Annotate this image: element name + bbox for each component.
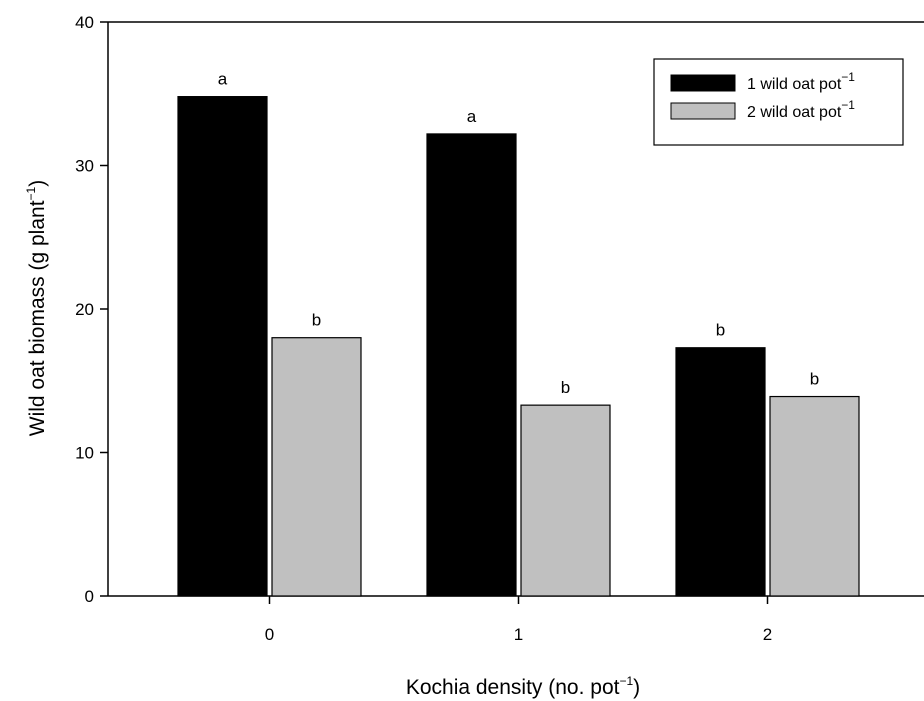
- legend-label-1-superscript: −1: [841, 70, 855, 84]
- x-tick-label: 0: [265, 625, 274, 644]
- legend-label-1-text: 1 wild oat pot: [747, 76, 842, 93]
- significance-label: b: [810, 370, 819, 389]
- x-axis-title-superscript: −1: [619, 674, 633, 688]
- legend-label-2-wild-oat: 2 wild oat pot−1: [747, 98, 855, 121]
- y-tick-label: 0: [85, 587, 94, 606]
- bar-series-2-cat-2: [769, 395, 860, 597]
- bar-series-2-cat-0: [271, 337, 362, 597]
- y-axis-title-end: ): [26, 180, 49, 187]
- x-axis-title-end: ): [633, 676, 640, 699]
- significance-label: b: [561, 378, 570, 397]
- legend: 1 wild oat pot−1 2 wild oat pot−1: [653, 58, 904, 146]
- legend-swatch-2-wild-oat: [670, 102, 736, 120]
- significance-label: b: [716, 321, 725, 340]
- significance-labels: a b a b b b: [218, 70, 819, 398]
- x-axis-title: Kochia density (no. pot−1): [406, 674, 640, 699]
- legend-box: [653, 58, 904, 146]
- y-tick-label: 40: [75, 13, 94, 32]
- legend-label-2-superscript: −1: [841, 98, 855, 112]
- y-axis-title-superscript: −1: [24, 186, 38, 200]
- bars: [177, 96, 860, 597]
- bar-series-1-cat-0: [177, 96, 268, 597]
- significance-label: a: [218, 70, 228, 89]
- y-tick-label: 30: [75, 157, 94, 176]
- bar-series-2-cat-1: [520, 404, 611, 597]
- legend-swatch-1-wild-oat: [670, 74, 736, 92]
- y-tick-label: 20: [75, 300, 94, 319]
- x-ticks: 0 1 2: [265, 596, 772, 644]
- bar-series-1-cat-1: [426, 133, 517, 597]
- x-axis-title-text: Kochia density (no. pot: [406, 676, 620, 699]
- significance-label: b: [312, 311, 321, 330]
- x-tick-label: 1: [514, 625, 523, 644]
- legend-label-1-wild-oat: 1 wild oat pot−1: [747, 70, 855, 93]
- y-ticks: 0 10 20 30 40: [75, 13, 108, 606]
- bar-series-1-cat-2: [675, 347, 766, 597]
- y-axis-title-text: Wild oat biomass (g plant: [26, 200, 49, 436]
- significance-label: a: [467, 107, 477, 126]
- x-tick-label: 2: [763, 625, 772, 644]
- legend-label-2-text: 2 wild oat pot: [747, 104, 842, 121]
- y-tick-label: 10: [75, 444, 94, 463]
- y-axis-title: Wild oat biomass (g plant−1): [24, 180, 49, 436]
